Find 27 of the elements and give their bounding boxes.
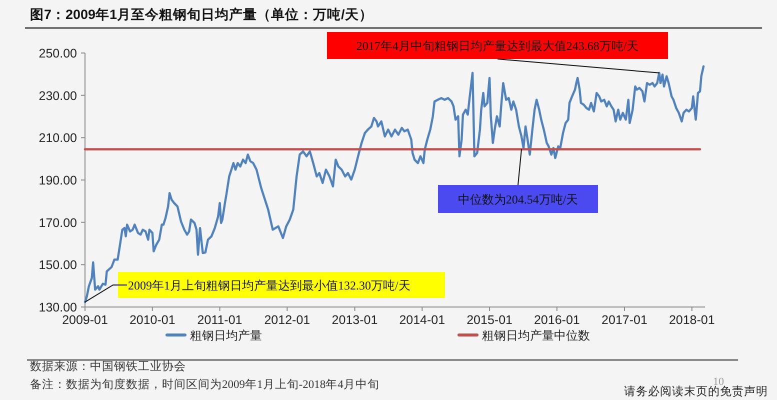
legend-label: 粗钢日均产量中位数 — [482, 328, 590, 342]
x-tick-label: 2013-01 — [332, 313, 378, 327]
annotation: 中位数为204.54万吨/天 — [458, 192, 578, 206]
legend-label: 粗钢日均产量 — [190, 328, 262, 342]
x-tick-label: 2016-01 — [534, 313, 580, 327]
y-tick-label: 210.00 — [38, 131, 78, 146]
annotation: 2009年1月上旬粗钢日均产量达到最小值132.30万吨/天 — [128, 278, 410, 292]
y-tick-label: 130.00 — [38, 300, 78, 314]
x-tick-label: 2015-01 — [466, 313, 513, 327]
y-tick-label: 150.00 — [38, 258, 78, 272]
x-tick-label: 2010-01 — [129, 313, 176, 327]
chart-title: 图7：2009年1月至今粗钢旬日均产量（单位：万吨/天） — [30, 6, 373, 22]
annotation: 2017年4月中旬粗钢日均产量达到最大值243.68万吨/天 — [356, 39, 639, 53]
text: 备注：数据为旬度数据，时间区间为2009年1月上旬-2018年4月中旬 — [30, 377, 380, 391]
x-tick-label: 2017-01 — [602, 313, 648, 327]
x-tick-label: 2011-01 — [197, 313, 242, 327]
y-tick-label: 230.00 — [38, 88, 78, 103]
source-note: 数据来源：中国钢铁工业协会 — [30, 360, 186, 373]
x-tick-label: 2014-01 — [399, 313, 446, 327]
y-tick-label: 190.00 — [38, 174, 78, 188]
text: 请务必阅读末页的免责声明 — [624, 384, 768, 398]
x-tick-label: 2009-01 — [62, 313, 108, 327]
x-tick-label: 2018-01 — [668, 313, 715, 327]
y-tick-label: 250.00 — [38, 46, 78, 60]
line-series — [84, 65, 705, 304]
y-tick-label: 170.00 — [38, 216, 78, 230]
x-tick-label: 2012-01 — [264, 313, 310, 327]
